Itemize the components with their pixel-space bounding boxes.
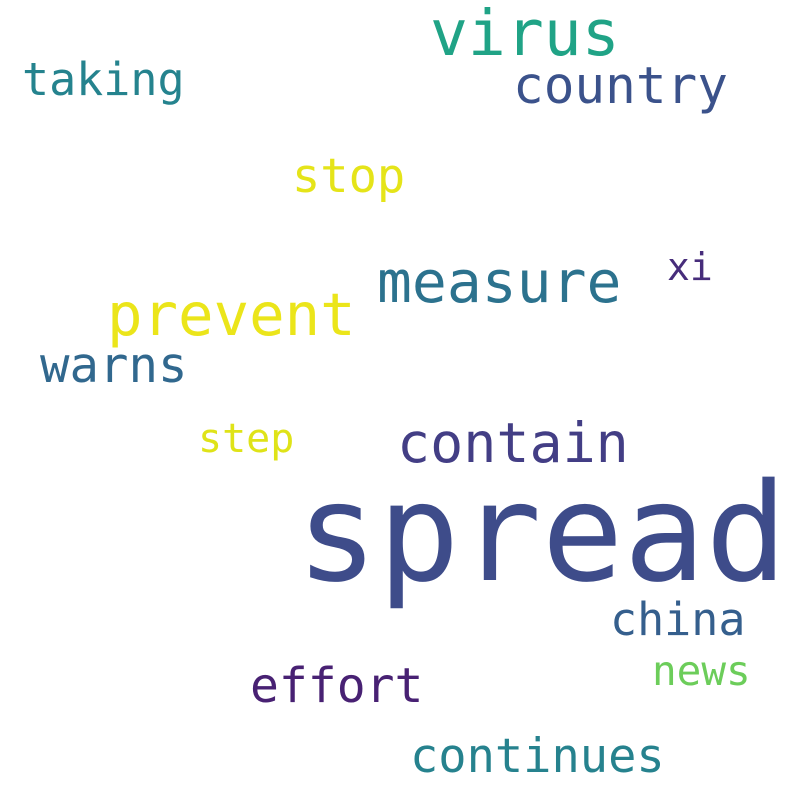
word: warns xyxy=(40,337,188,394)
word: measure xyxy=(377,248,621,316)
word: step xyxy=(198,416,294,462)
word: xi xyxy=(667,245,713,289)
word: virus xyxy=(430,0,620,70)
word: stop xyxy=(292,149,405,204)
word: spread xyxy=(296,455,787,613)
word: continues xyxy=(410,729,665,784)
word: prevent xyxy=(107,280,356,349)
word: contain xyxy=(397,411,629,475)
word: country xyxy=(513,57,728,116)
word: taking xyxy=(22,53,185,106)
word: china xyxy=(610,593,745,646)
word: news xyxy=(652,647,751,695)
word: effort xyxy=(250,658,423,714)
